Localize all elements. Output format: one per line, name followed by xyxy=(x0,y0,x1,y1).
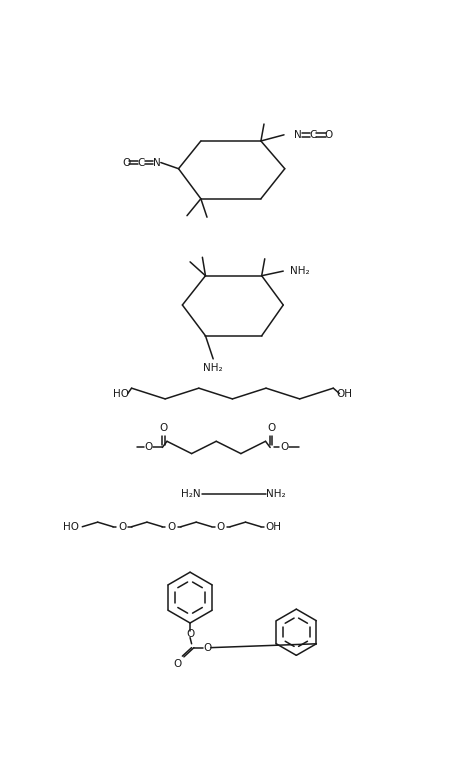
Text: HO: HO xyxy=(63,521,79,531)
Text: O: O xyxy=(122,158,130,168)
Text: O: O xyxy=(279,442,287,452)
Text: H₂N: H₂N xyxy=(181,489,200,499)
Text: OH: OH xyxy=(336,388,351,399)
Text: O: O xyxy=(202,643,211,653)
Text: O: O xyxy=(144,442,152,452)
Text: C: C xyxy=(138,158,145,168)
Text: NH₂: NH₂ xyxy=(266,489,285,499)
Text: OH: OH xyxy=(265,521,281,531)
Text: C: C xyxy=(309,130,316,140)
Text: NH₂: NH₂ xyxy=(203,363,222,373)
Text: N: N xyxy=(293,130,301,140)
Text: O: O xyxy=(167,521,175,531)
Text: N: N xyxy=(153,158,161,168)
Text: O: O xyxy=(185,629,194,639)
Text: O: O xyxy=(324,130,332,140)
Text: O: O xyxy=(173,659,181,669)
Text: NH₂: NH₂ xyxy=(290,266,309,276)
Text: O: O xyxy=(159,423,167,434)
Text: HO: HO xyxy=(112,388,129,399)
Text: O: O xyxy=(118,521,126,531)
Text: O: O xyxy=(216,521,225,531)
Text: O: O xyxy=(267,423,275,434)
